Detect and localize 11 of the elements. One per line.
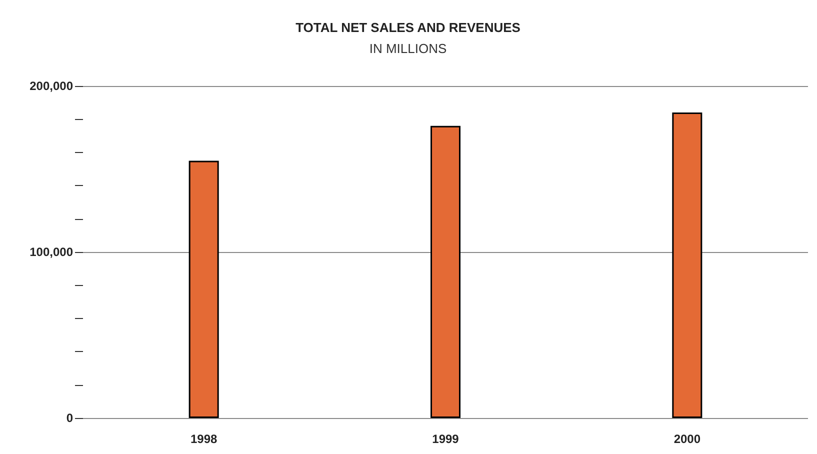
chart-subtitle: IN MILLIONS [369, 41, 447, 56]
x-tick-label: 2000 [674, 432, 701, 446]
bar [672, 112, 702, 418]
chart-title: TOTAL NET SALES AND REVENUES [296, 20, 521, 35]
x-tick-label: 1998 [190, 432, 218, 446]
bar [188, 160, 219, 418]
y-tick-label: 0 [66, 411, 74, 425]
x-tick-label: 1999 [432, 432, 460, 446]
y-tick-label: 200,000 [30, 79, 74, 93]
bar [430, 126, 460, 418]
y-tick-label: 100,000 [30, 245, 74, 259]
